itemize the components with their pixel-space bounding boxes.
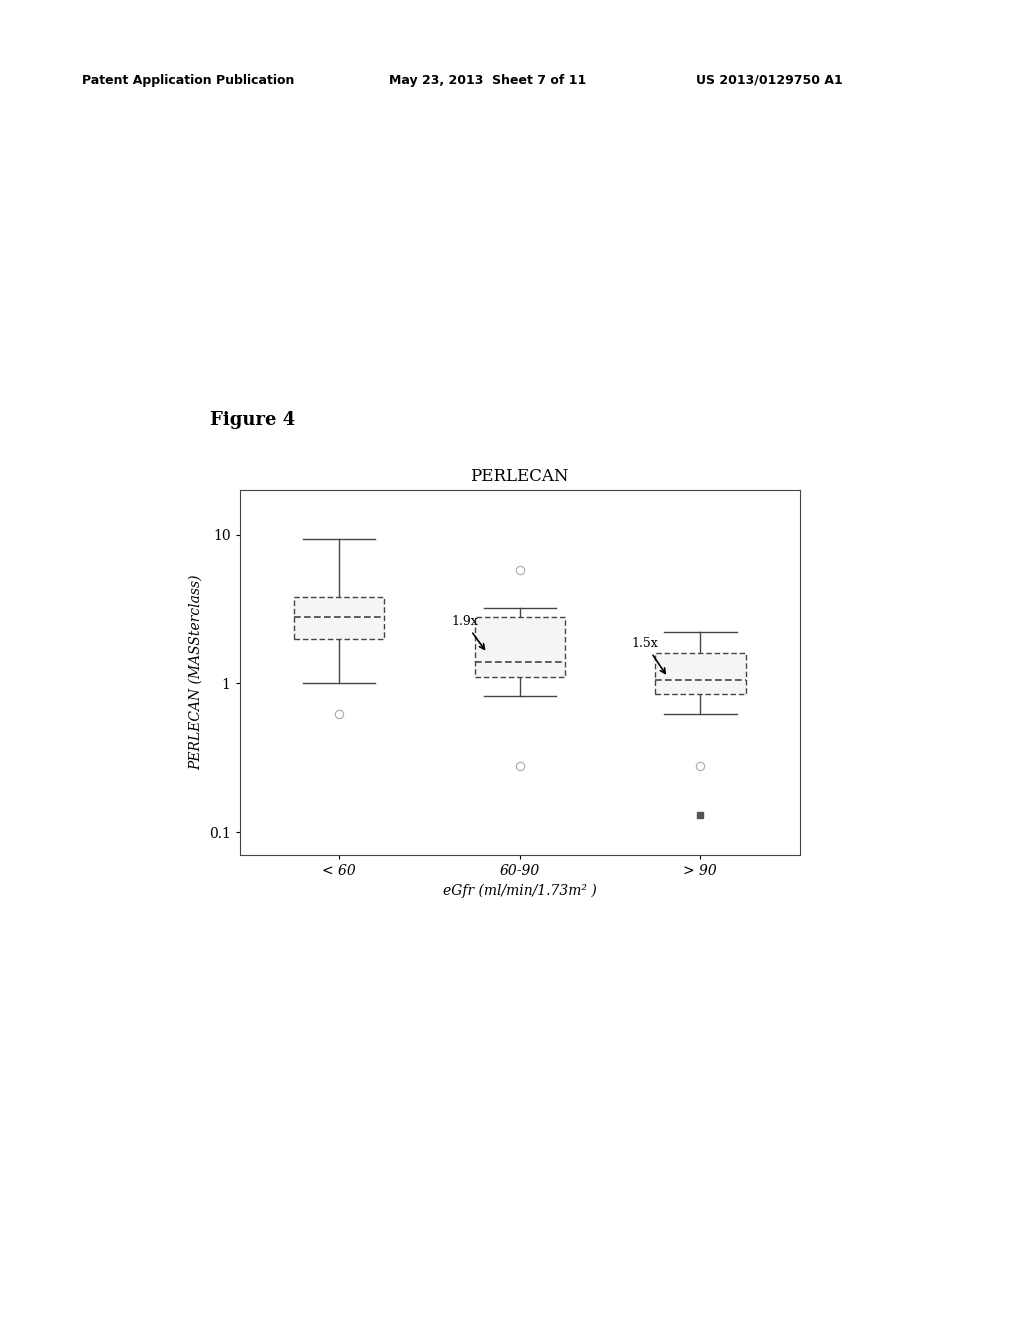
X-axis label: eGfr (ml/min/1.73m² ): eGfr (ml/min/1.73m² ): [442, 884, 597, 899]
Y-axis label: PERLECAN (MASSterclass): PERLECAN (MASSterclass): [189, 574, 203, 771]
Text: Figure 4: Figure 4: [210, 411, 295, 429]
Text: Patent Application Publication: Patent Application Publication: [82, 74, 294, 87]
Bar: [655, 653, 745, 694]
Text: 1.5x: 1.5x: [632, 638, 666, 673]
Bar: [294, 597, 384, 639]
Title: PERLECAN: PERLECAN: [470, 469, 569, 486]
Text: US 2013/0129750 A1: US 2013/0129750 A1: [696, 74, 843, 87]
Bar: [474, 616, 565, 677]
Text: 1.9x: 1.9x: [451, 615, 484, 649]
Text: May 23, 2013  Sheet 7 of 11: May 23, 2013 Sheet 7 of 11: [389, 74, 587, 87]
